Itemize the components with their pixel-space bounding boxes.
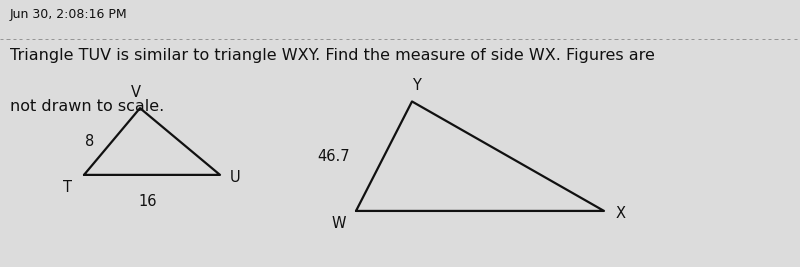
Text: 46.7: 46.7	[318, 149, 350, 164]
Text: not drawn to scale.: not drawn to scale.	[10, 99, 164, 114]
Text: T: T	[63, 180, 72, 195]
Text: Jun 30, 2:08:16 PM: Jun 30, 2:08:16 PM	[10, 8, 127, 21]
Text: 16: 16	[138, 194, 158, 209]
Text: X: X	[616, 206, 626, 221]
Text: 8: 8	[85, 134, 94, 149]
Text: W: W	[332, 216, 346, 231]
Text: Triangle TUV is similar to triangle WXY. Find the measure of side WX. Figures ar: Triangle TUV is similar to triangle WXY.…	[10, 48, 654, 63]
Text: V: V	[131, 85, 141, 100]
Text: U: U	[230, 170, 240, 185]
Text: Y: Y	[411, 78, 421, 93]
